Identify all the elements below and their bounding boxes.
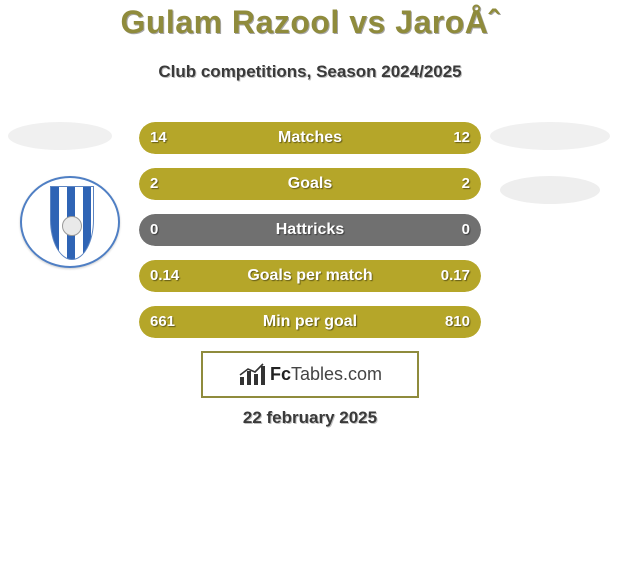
stat-bar-right (293, 306, 481, 338)
fctables-logo-box[interactable]: FcTables.com (201, 351, 419, 398)
stat-row: 00Hattricks (139, 214, 481, 246)
stat-bar-left (139, 306, 293, 338)
page-title: Gulam Razool vs JaroÅˆ (0, 4, 620, 41)
player-left-avatar-placeholder (8, 122, 112, 150)
stat-bar-left (139, 214, 310, 246)
stat-bar-right (293, 260, 481, 292)
fctables-logo: FcTables.com (203, 353, 417, 396)
logo-bold: Fc (270, 364, 291, 384)
club-left-badge (20, 176, 120, 268)
stat-bar-right (310, 214, 481, 246)
stat-row: 1412Matches (139, 122, 481, 154)
fctables-logo-text: FcTables.com (270, 364, 382, 385)
season-subtitle: Club competitions, Season 2024/2025 (0, 62, 620, 82)
stat-row: 22Goals (139, 168, 481, 200)
comparison-infographic: Gulam Razool vs JaroÅˆ Club competitions… (0, 0, 620, 580)
stat-row: 661810Min per goal (139, 306, 481, 338)
bar-chart-icon (238, 363, 266, 387)
stat-bar-left (139, 122, 324, 154)
date-line: 22 february 2025 (0, 408, 620, 428)
stat-row: 0.140.17Goals per match (139, 260, 481, 292)
stat-bar-right (324, 122, 481, 154)
stat-bar-right (310, 168, 481, 200)
player-right-avatar-placeholder (490, 122, 610, 150)
club-right-avatar-placeholder (500, 176, 600, 204)
club-badge-ball (62, 216, 82, 236)
stat-bar-left (139, 260, 293, 292)
stat-bar-left (139, 168, 310, 200)
logo-light: Tables.com (291, 364, 382, 384)
